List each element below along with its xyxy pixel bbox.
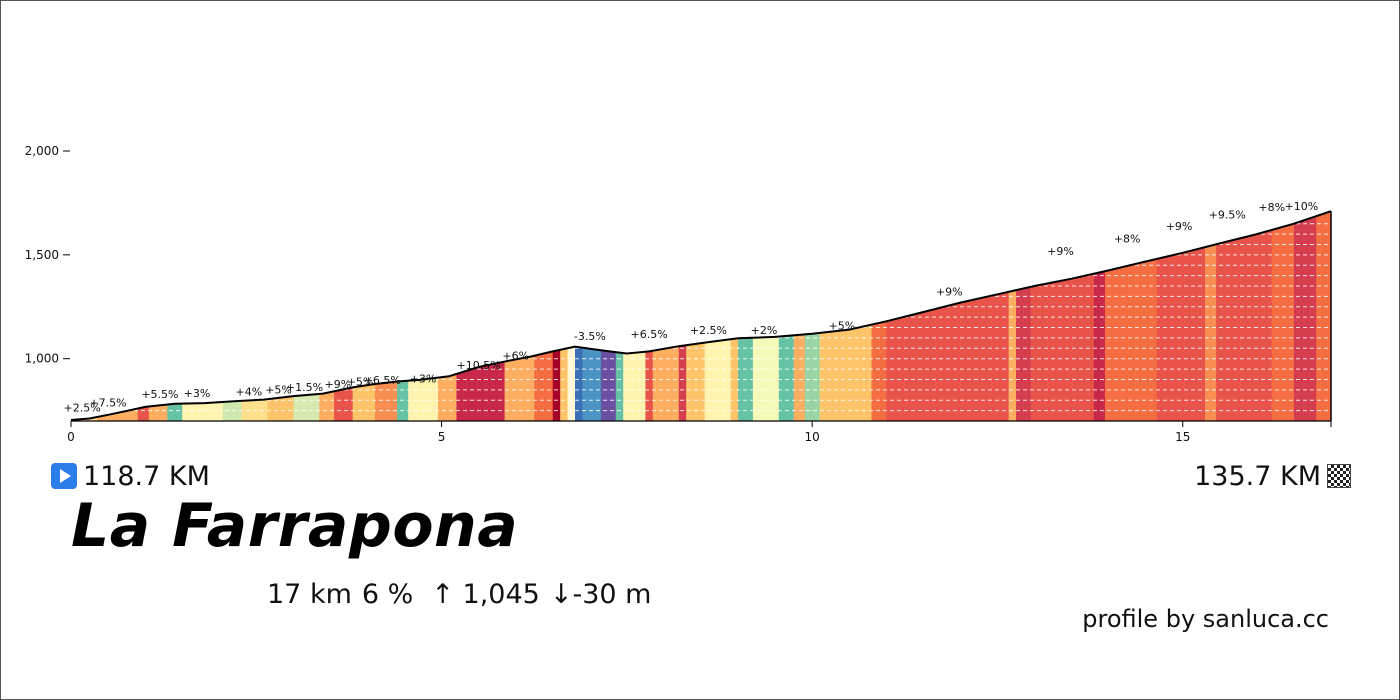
y-tick-label: 1,000 [25, 352, 59, 366]
gradient-segment-27 [623, 211, 646, 421]
x-tick-label: 15 [1175, 430, 1190, 444]
gradient-segment-52 [1316, 211, 1331, 421]
gradient-segment-28 [645, 211, 654, 421]
segment-grade-label: +6.5% [631, 328, 668, 341]
gradient-segment-38 [804, 211, 820, 421]
x-tick-label: 10 [805, 430, 820, 444]
gradient-segment-9 [293, 211, 320, 421]
gradient-segment-36 [778, 211, 795, 421]
gradient-segment-39 [819, 211, 872, 421]
gradient-segment-33 [730, 211, 739, 421]
segment-grade-label: +2% [751, 324, 778, 337]
gradient-segment-42 [1008, 211, 1017, 421]
gradient-segment-17 [456, 211, 505, 421]
gradient-segment-21 [560, 211, 568, 421]
gradient-segment-45 [1093, 211, 1106, 421]
gradient-segment-3 [148, 211, 168, 421]
gradient-segment-1 [96, 211, 139, 421]
segment-grade-label: +5% [347, 376, 374, 389]
play-icon [51, 463, 77, 489]
start-km-label: 118.7 KM [83, 460, 210, 492]
segment-grade-label: -3.5% [574, 330, 606, 343]
gradient-segment-30 [678, 211, 687, 421]
gradient-segment-34 [738, 211, 754, 421]
gradient-segment-8 [267, 211, 294, 421]
segment-grade-label: +5% [828, 320, 855, 333]
gradient-segment-2 [137, 211, 150, 421]
gradient-segment-18 [504, 211, 535, 421]
gradient-segment-31 [686, 211, 706, 421]
distance-value: 17 km [267, 579, 352, 610]
segment-labels: +2.5%+7.5%+5.5% +3% +4% +5%+1.5% +9%+5%+6.5%… [64, 200, 1319, 414]
segment-grade-label: +2.5% [690, 324, 727, 337]
x-tick-label: 0 [67, 430, 75, 444]
segment-grade-label: +3% [410, 373, 437, 386]
segment-grade-label: +9% [936, 285, 963, 298]
segment-grade-label: +5.5% [141, 388, 178, 401]
segment-grade-label: +5% [265, 384, 292, 397]
gradient-segment-50 [1271, 211, 1295, 421]
checkered-flag-icon [1327, 464, 1351, 488]
profile-outline [70, 210, 1332, 421]
loss-value: ↓-30 m [549, 579, 652, 610]
segment-grade-label: +4% [236, 386, 263, 399]
gradient-segment-43 [1016, 211, 1032, 421]
gradient-segment-37 [793, 211, 806, 421]
grade-value: 6 % [361, 579, 414, 610]
gradient-segment-7 [241, 211, 268, 421]
gradient-segment-24 [582, 211, 602, 421]
segment-grade-label: +9% [1166, 220, 1193, 233]
segment-grade-label: +9% [1047, 245, 1074, 258]
gradient-segment-29 [652, 211, 680, 421]
segment-grade-label: +6% [502, 350, 529, 363]
segment-grade-label: +6.5% [364, 374, 401, 387]
gradient-segment-26 [615, 211, 624, 421]
gradient-segment-25 [600, 211, 617, 421]
gradient-segment-4 [167, 211, 183, 421]
gradient-segment-22 [567, 211, 576, 421]
gradient-segment-41 [886, 211, 1009, 421]
gradient-segment-32 [704, 211, 732, 421]
gradient-segment-20 [552, 211, 561, 421]
gain-value: ↑ 1,045 [431, 579, 540, 610]
climb-title: La Farrapona [71, 491, 519, 561]
gradient-segment-51 [1293, 211, 1317, 421]
x-tick-label: 5 [438, 430, 446, 444]
climb-stats: 17 km 6 % ↑ 1,045 ↓-30 m [267, 579, 651, 610]
gradient-segment-49 [1216, 211, 1273, 421]
gradient-segment-35 [752, 211, 780, 421]
gradient-segment-23 [575, 211, 583, 421]
gradient-segment-6 [222, 211, 242, 421]
segment-grade-label: +3% [184, 387, 211, 400]
segment-grade-label: +2.5% [64, 402, 101, 415]
gradient-segment-48 [1205, 211, 1217, 421]
segment-grade-label: +10.5% [457, 359, 501, 372]
segment-grade-label: +8% [1258, 201, 1285, 214]
end-km-label: 135.7 KM [1194, 460, 1321, 492]
start-km: 118.7 KM [51, 459, 210, 493]
segment-grade-label: +7.5% [89, 396, 126, 409]
gradient-segment-40 [871, 211, 887, 421]
segment-grade-label: +9% [324, 378, 351, 391]
credit-text: profile by sanluca.cc [1082, 605, 1329, 633]
y-tick-label: 2,000 [25, 144, 59, 158]
end-km: 135.7 KM [1194, 459, 1351, 493]
gradient-segment-0 [71, 211, 98, 421]
segment-grade-label: +10% [1285, 200, 1319, 213]
y-tick-label: 1,500 [25, 248, 59, 262]
segment-grade-label: +1.5% [286, 381, 323, 394]
gradient-segment-19 [534, 211, 554, 421]
segment-grade-label: +9.5% [1209, 209, 1246, 222]
gradient-segment-5 [182, 211, 224, 421]
axes: 0 5 10 15 1,000 1,500 2,000 [25, 144, 1332, 444]
segment-grade-label: +8% [1114, 232, 1141, 245]
